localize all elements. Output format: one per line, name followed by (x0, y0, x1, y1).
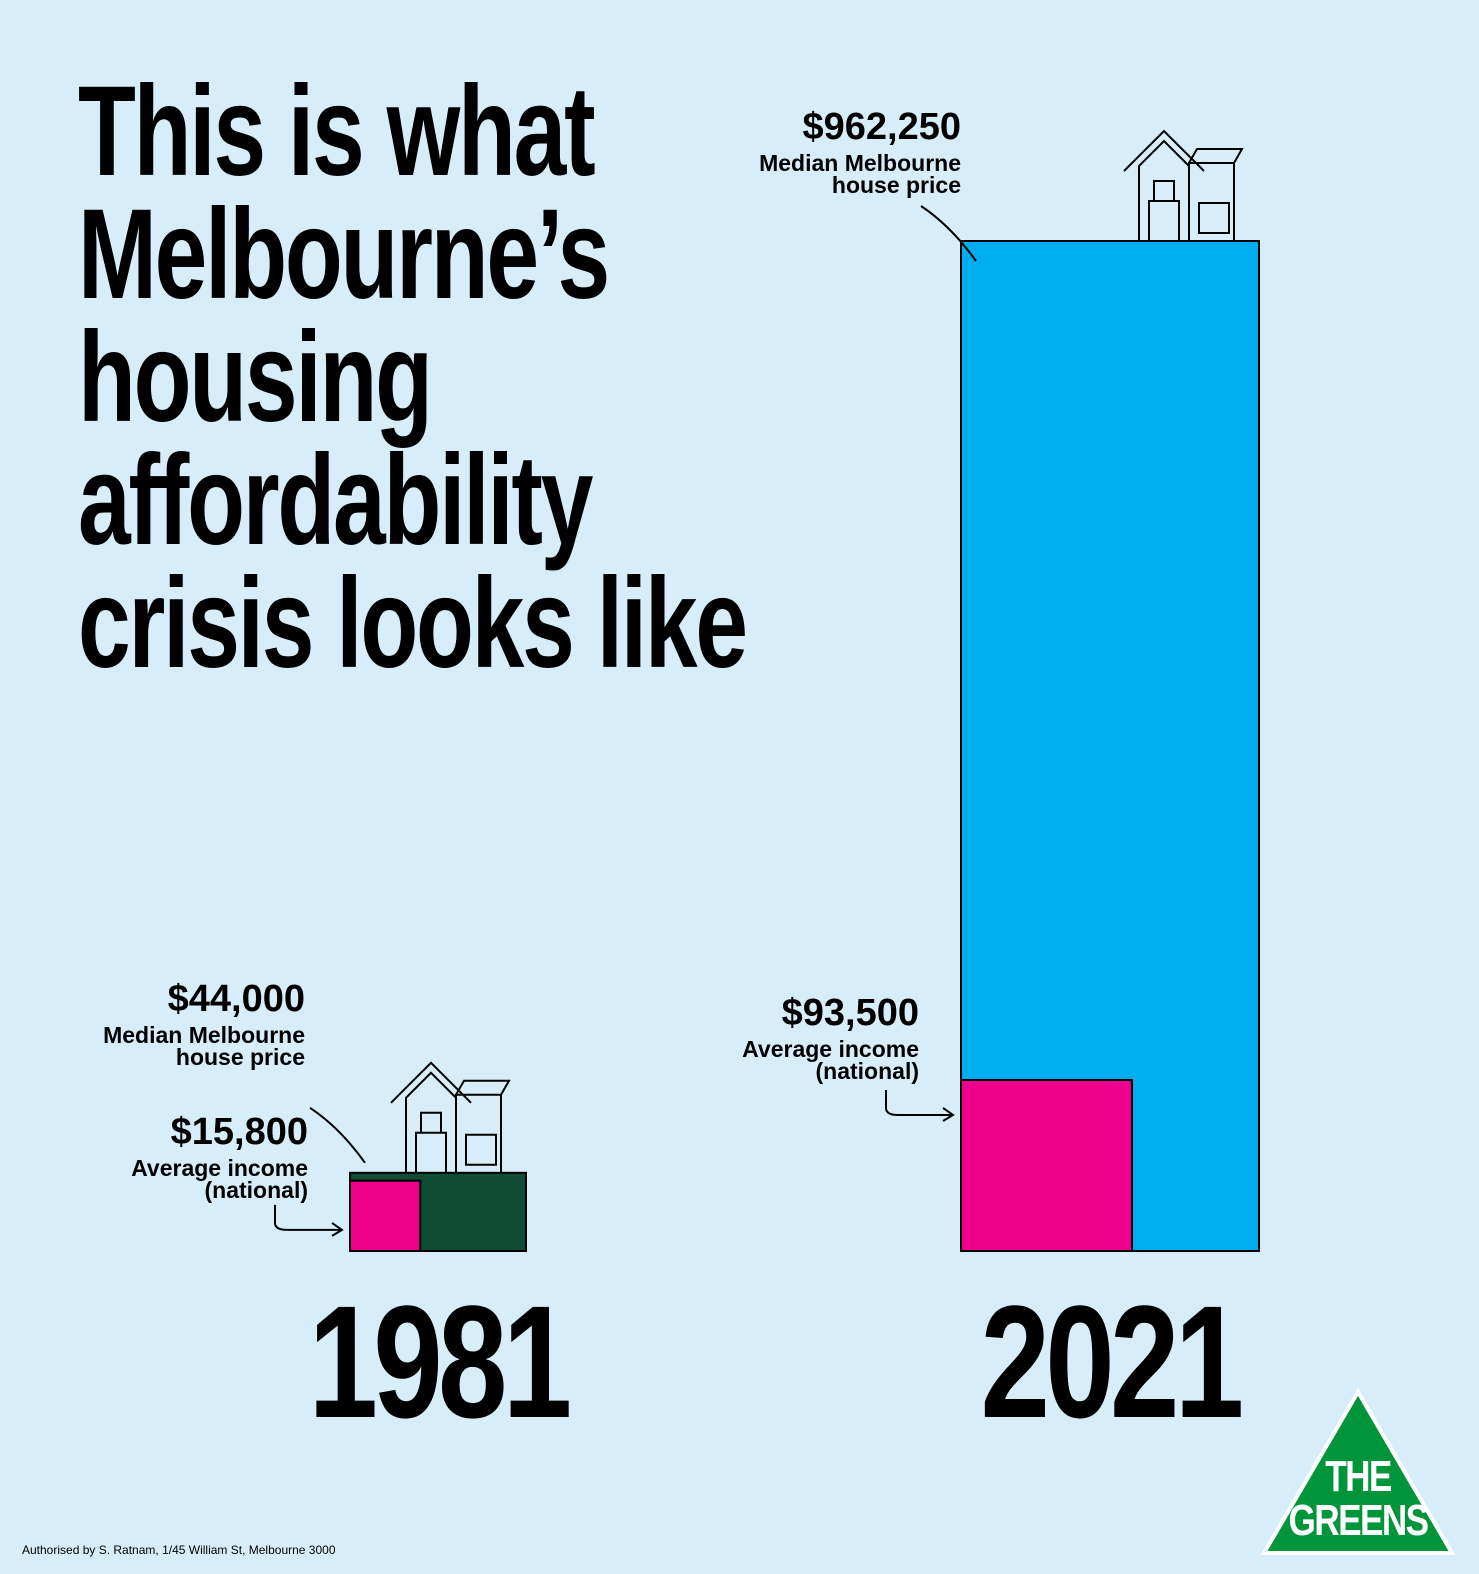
series-label: Average income (national) (742, 1035, 919, 1084)
income-bar (349, 1179, 422, 1253)
income-bar (960, 1078, 1134, 1253)
house-icon (390, 1061, 511, 1173)
value-label: $44,000 (167, 977, 305, 1020)
value-label: $962,250 (802, 106, 962, 148)
series-label: Median Melbourne house price (759, 150, 961, 198)
series-label: Average income (national) (131, 1154, 308, 1203)
arrow (274, 1204, 344, 1237)
value-label: $15,800 (170, 1110, 308, 1153)
arrow (885, 1089, 955, 1122)
logo-text: THE (1325, 1452, 1392, 1501)
value-label: $93,500 (781, 991, 919, 1034)
arrow (920, 205, 977, 262)
x-tick-label: 1981 (308, 1272, 573, 1451)
chart-title: This is what Melbourne’s housing afforda… (78, 60, 748, 695)
arrow (309, 1106, 366, 1164)
house-icon (1123, 129, 1244, 241)
footer: Authorised by S. Ratnam, 1/45 William St… (22, 1543, 336, 1557)
series-label: Median Melbourne house price (103, 1021, 305, 1070)
x-tick-label: 2021 (980, 1272, 1245, 1451)
logo-triangle (1260, 1388, 1456, 1555)
logo-text: GREENS (1288, 1496, 1429, 1545)
